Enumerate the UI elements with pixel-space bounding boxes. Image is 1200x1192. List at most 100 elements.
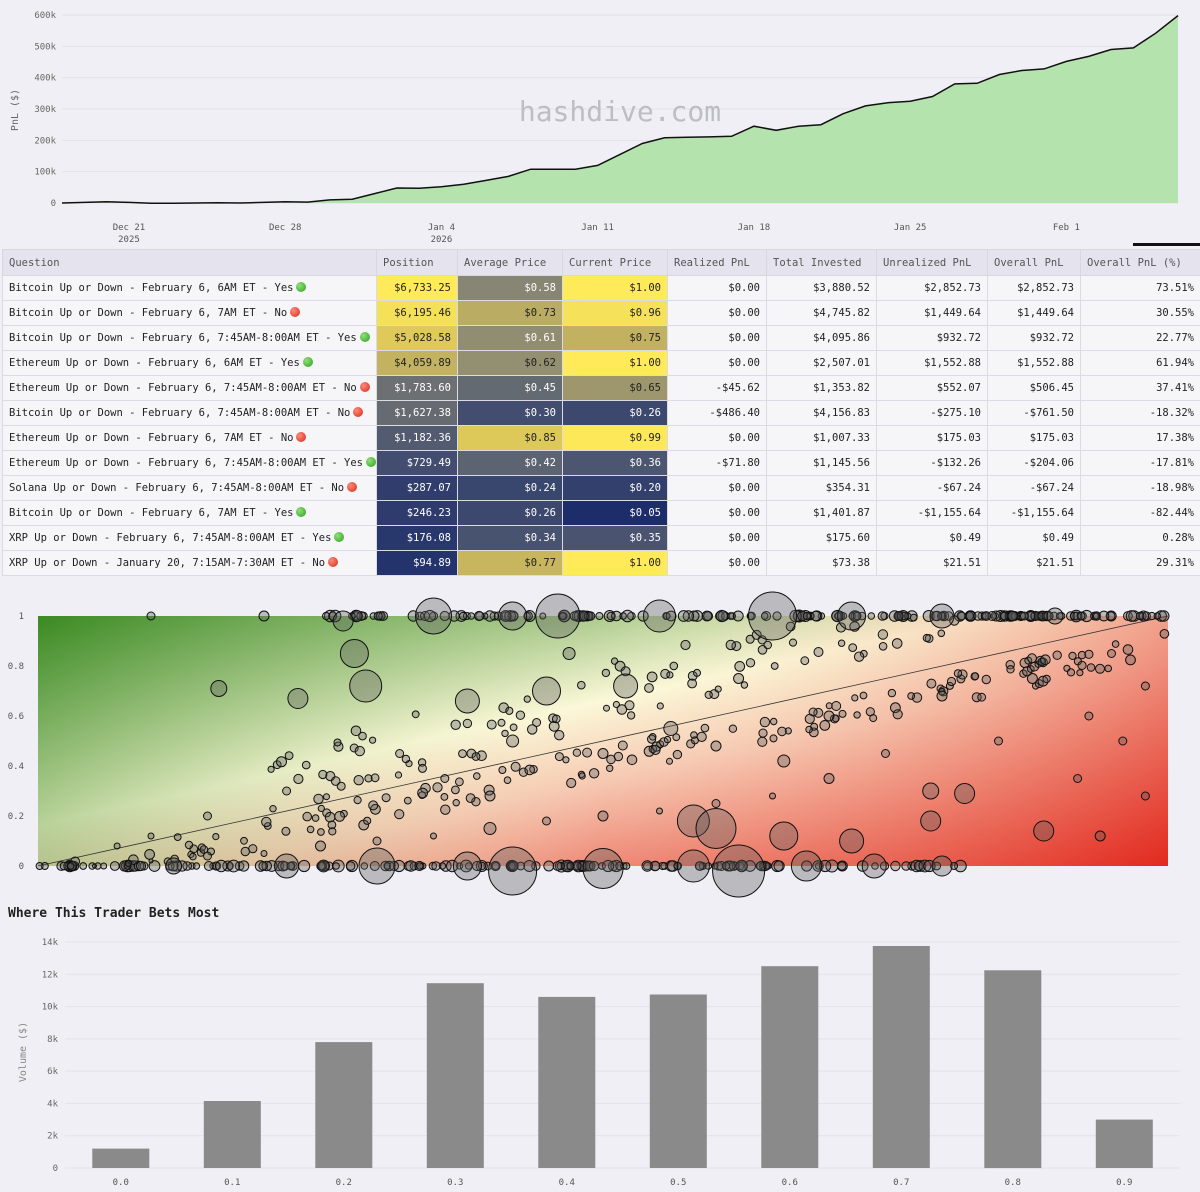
cell-unrealized-pnl-text: $175.03 (936, 432, 981, 444)
scatter-point (676, 849, 710, 883)
scatter-point (716, 861, 727, 871)
cell-unrealized-pnl: $1,449.64 (876, 300, 988, 326)
cell-average-price: $0.85 (457, 425, 563, 451)
scatter-point (788, 638, 798, 647)
scatter-point (313, 793, 324, 805)
cell-question: Solana Up or Down - February 6, 7:45AM-8… (2, 475, 377, 501)
outcome-yes-icon (296, 507, 307, 517)
scatter-point (165, 857, 183, 875)
table-row[interactable]: Ethereum Up or Down - February 6, 7:45AM… (2, 450, 1200, 476)
volume-bar[interactable] (761, 966, 819, 1168)
volume-bar[interactable] (1095, 1119, 1153, 1168)
scatter-point (67, 862, 75, 870)
table-row[interactable]: Ethereum Up or Down - February 6, 7AM ET… (2, 425, 1200, 451)
scatter-point (981, 611, 992, 621)
scatter-point (643, 599, 676, 633)
volume-bar[interactable] (315, 1042, 373, 1168)
cell-realized-pnl: $0.00 (667, 525, 767, 551)
cell-total-invested: $73.38 (766, 550, 877, 576)
cell-question: Bitcoin Up or Down - February 6, 7:45AM-… (2, 325, 377, 351)
scatter-point (124, 860, 132, 867)
column-header[interactable]: Position (376, 249, 458, 276)
volume-bar[interactable] (649, 994, 707, 1169)
cell-unrealized-pnl: -$275.10 (876, 400, 988, 426)
scatter-point (333, 738, 342, 747)
cell-current-price: $0.99 (562, 425, 668, 451)
scatter-point (1030, 610, 1041, 622)
table-header-row: Question Position Average Price Current Pri… (2, 249, 1200, 276)
cell-overall-pnl-pct-text: -17.81% (1149, 457, 1194, 469)
cell-realized-pnl: $0.00 (667, 325, 767, 351)
scatter-point (466, 748, 477, 759)
scatter-point (318, 769, 328, 780)
scatter-point (745, 634, 755, 644)
scatter-point (506, 734, 520, 748)
scatter-point (558, 612, 567, 620)
volume-bar[interactable] (203, 1101, 261, 1168)
volume-bar[interactable] (984, 970, 1042, 1169)
table-row[interactable]: Ethereum Up or Down - February 6, 7:45AM… (2, 375, 1200, 401)
cell-overall-pnl-pct: 73.51% (1080, 275, 1200, 301)
scatter-point (714, 685, 722, 693)
scatter-point (518, 767, 529, 777)
volume-bar[interactable] (538, 996, 596, 1168)
scatter-point (516, 861, 526, 871)
scatter-point (189, 852, 197, 861)
bar-x-tick: 0.7 (893, 1178, 909, 1188)
column-header[interactable]: Current Price (562, 249, 668, 276)
scatter-y-tick: 0 (19, 862, 24, 872)
scatter-point (1019, 611, 1029, 621)
scatter-point (936, 690, 948, 702)
scatter-point (306, 825, 315, 834)
column-header[interactable]: Overall PnL (%) (1080, 249, 1200, 276)
table-row[interactable]: Bitcoin Up or Down - February 6, 7AM ET … (2, 300, 1200, 326)
scatter-point (946, 676, 957, 687)
scatter-point (879, 861, 890, 871)
volume-bar[interactable] (426, 983, 484, 1168)
scatter-point (280, 861, 290, 871)
scatter-point (56, 861, 67, 871)
column-header[interactable]: Average Price (457, 249, 563, 276)
cell-overall-pnl-pct-text: 22.77% (1156, 332, 1194, 344)
table-row[interactable]: Ethereum Up or Down - February 6, 6AM ET… (2, 350, 1200, 376)
pnl-scrollbar[interactable] (1133, 243, 1200, 246)
scatter-point (595, 612, 604, 620)
table-row[interactable]: Bitcoin Up or Down - February 6, 7AM ET … (2, 500, 1200, 526)
table-row[interactable]: Bitcoin Up or Down - February 6, 7:45AM-… (2, 325, 1200, 351)
volume-bar[interactable] (92, 1148, 150, 1168)
scatter-point (1077, 660, 1087, 671)
cell-question-text: Ethereum Up or Down - February 6, 7:45AM… (9, 457, 364, 469)
table-row[interactable]: XRP Up or Down - January 20, 7:15AM-7:30… (2, 550, 1200, 576)
cell-question: Bitcoin Up or Down - February 6, 6AM ET … (2, 275, 377, 301)
bar-y-tick: 0 (53, 1164, 58, 1174)
scatter-point (735, 859, 748, 873)
column-header[interactable]: Overall PnL (987, 249, 1081, 276)
table-row[interactable]: Bitcoin Up or Down - February 6, 6AM ET … (2, 275, 1200, 301)
scatter-point (527, 724, 538, 735)
column-header[interactable]: Unrealized PnL (876, 249, 988, 276)
scatter-point (504, 610, 517, 622)
scatter-point (316, 861, 326, 871)
table-row[interactable]: Bitcoin Up or Down - February 6, 7:45AM-… (2, 400, 1200, 426)
scatter-point (459, 859, 473, 873)
scatter-point (676, 804, 710, 838)
scatter-point (135, 860, 147, 872)
column-header[interactable]: Total Invested (766, 249, 877, 276)
cell-average-price-text: $0.85 (524, 432, 556, 444)
column-header[interactable]: Realized PnL (667, 249, 767, 276)
scatter-point (240, 836, 248, 845)
cell-total-invested-text: $4,095.86 (813, 332, 870, 344)
table-row[interactable]: Solana Up or Down - February 6, 7:45AM-8… (2, 475, 1200, 501)
scatter-point (1022, 666, 1033, 677)
scatter-point (332, 862, 340, 870)
cell-position-text: $1,627.38 (394, 407, 451, 419)
scatter-point (287, 861, 298, 871)
scatter-point (805, 725, 813, 734)
scatter-point (777, 754, 791, 768)
volume-bar[interactable] (872, 946, 930, 1168)
scatter-point (918, 859, 932, 873)
table-row[interactable]: XRP Up or Down - February 6, 7:45AM-8:00… (2, 525, 1200, 551)
pnl-y-tick: 300k (34, 105, 56, 115)
column-header[interactable]: Question (2, 249, 377, 276)
cell-question: XRP Up or Down - January 20, 7:15AM-7:30… (2, 550, 377, 576)
